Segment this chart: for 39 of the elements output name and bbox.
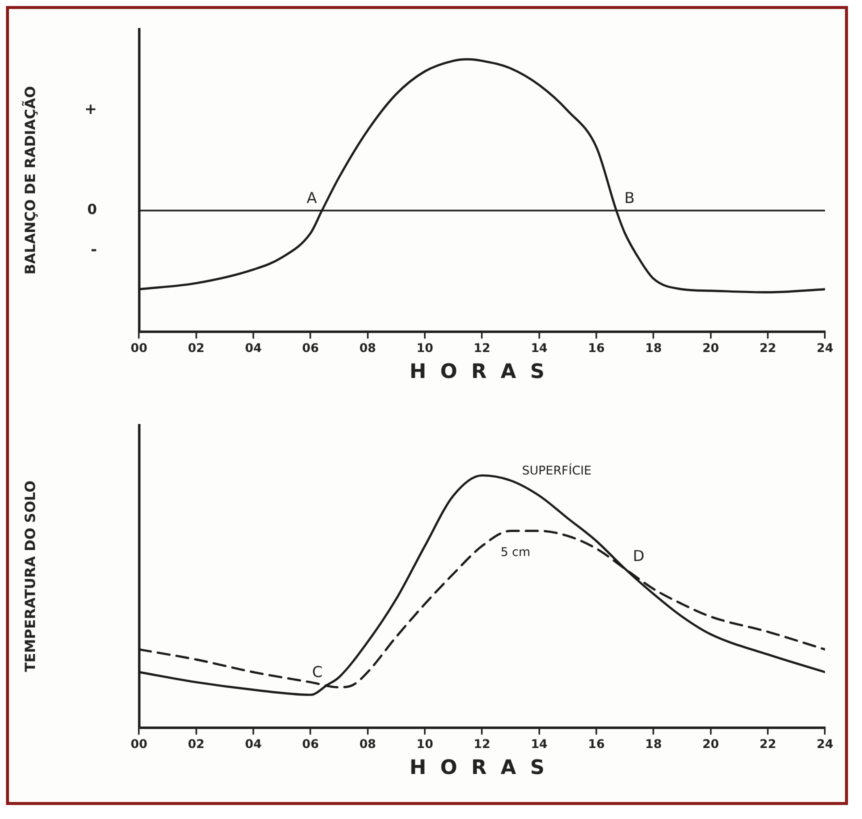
ref-line-label: 0 — [87, 202, 98, 218]
x-tick-label: 18 — [645, 736, 662, 751]
x-tick-label: 06 — [302, 340, 319, 355]
x-tick-label: 24 — [816, 340, 834, 355]
x-axis-title: HORAS — [408, 755, 560, 779]
y-axis-title: TEMPERATURA DO SOLO — [23, 480, 40, 672]
x-tick-label: 04 — [244, 736, 262, 751]
x-tick-label: 18 — [645, 340, 662, 355]
x-tick-label: 06 — [302, 736, 319, 751]
x-tick-label: 14 — [530, 736, 548, 751]
text: + — [84, 100, 97, 118]
x-tick-label: 16 — [588, 340, 605, 355]
x-axis-title: HORAS — [408, 359, 560, 383]
annotation: A — [306, 188, 318, 207]
x-tick-label: 20 — [702, 736, 720, 751]
annotation: C — [312, 663, 323, 682]
x-tick-label: 00 — [130, 340, 148, 355]
x-tick-label: 00 — [130, 736, 148, 751]
x-tick-label: 24 — [816, 736, 834, 751]
x-tick-label: 10 — [416, 736, 434, 751]
x-tick-label: 16 — [588, 736, 605, 751]
x-tick-label: 08 — [359, 340, 376, 355]
x-tick-label: 04 — [244, 340, 262, 355]
x-tick-label: 02 — [188, 736, 205, 751]
x-tick-label: 12 — [474, 340, 490, 355]
annotation: B — [624, 188, 635, 207]
series-label: 5 cm — [500, 545, 530, 560]
x-tick-label: 20 — [702, 340, 720, 355]
x-tick-label: 10 — [416, 340, 434, 355]
text: - — [90, 240, 97, 259]
y-axis-title: BALANÇO DE RADIAÇÃO — [21, 86, 40, 274]
annotation: D — [632, 547, 644, 566]
x-tick-label: 14 — [530, 340, 548, 355]
x-tick-label: 02 — [188, 340, 205, 355]
x-tick-label: 08 — [359, 736, 376, 751]
x-tick-label: 22 — [759, 736, 776, 751]
series-label: SUPERFÍCIE — [522, 462, 592, 478]
x-tick-label: 12 — [474, 736, 490, 751]
x-tick-label: 22 — [759, 340, 776, 355]
